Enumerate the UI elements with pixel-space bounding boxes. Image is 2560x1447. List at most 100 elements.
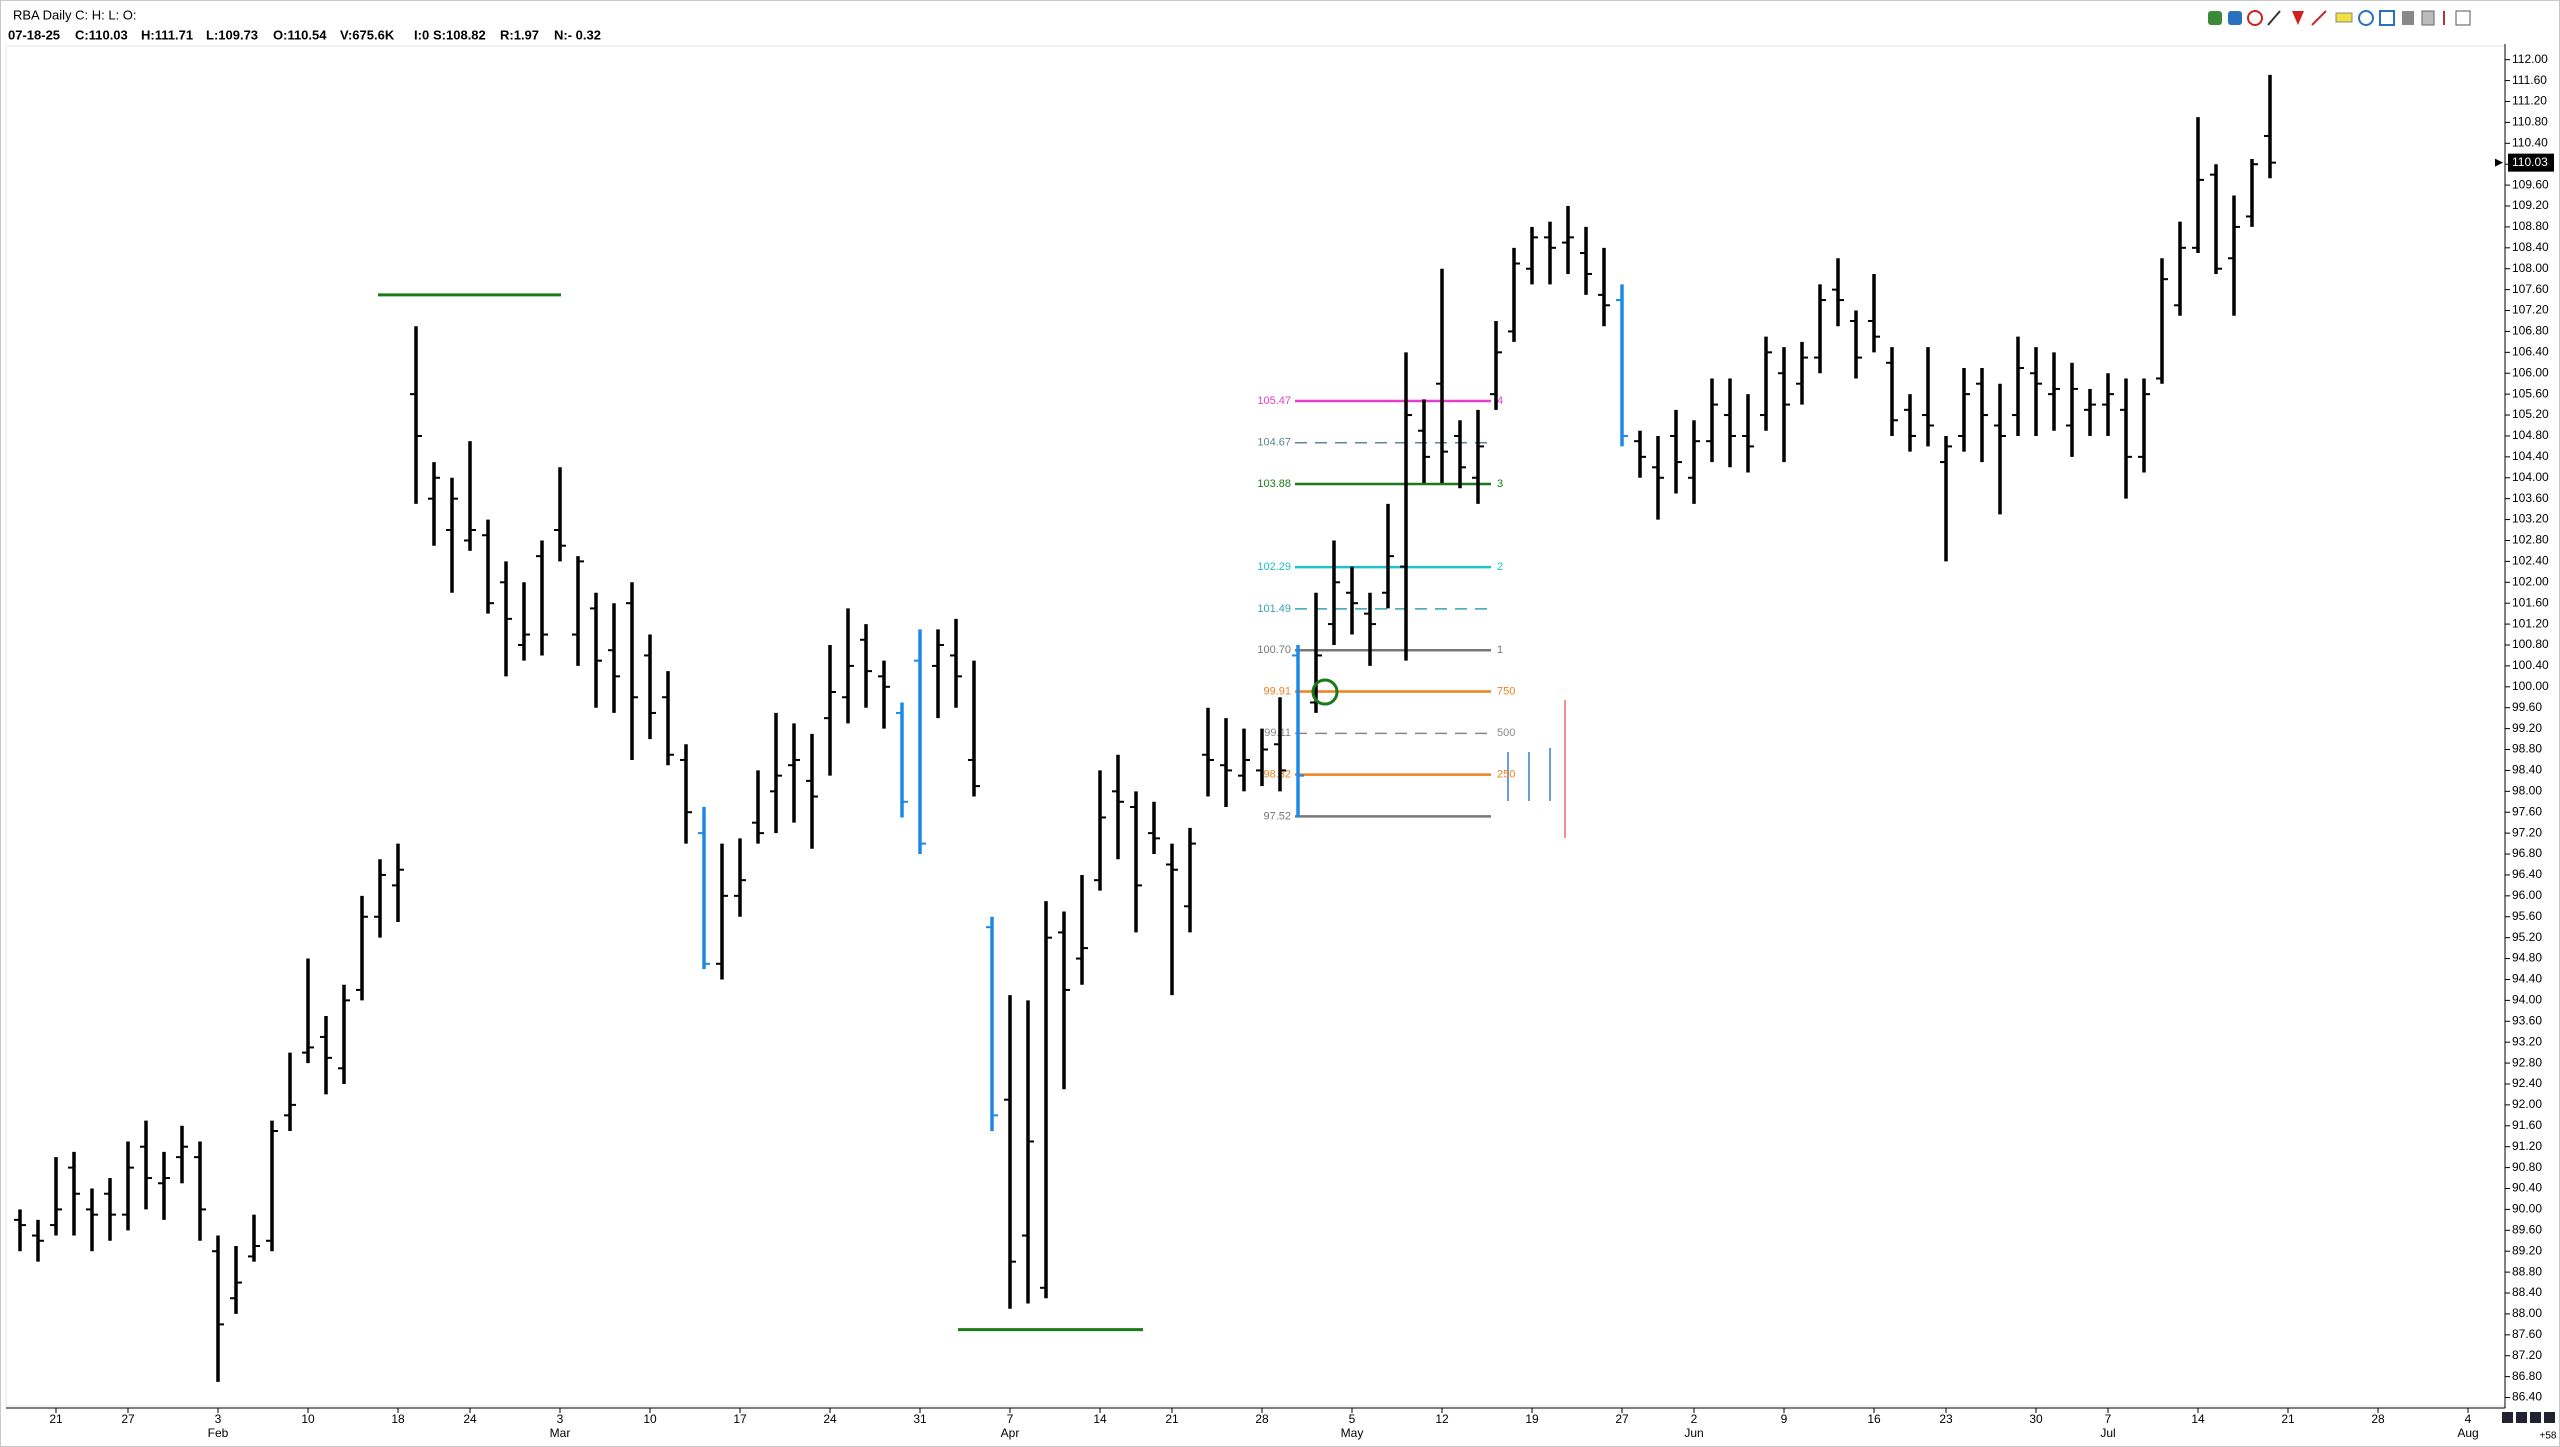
tool-icon[interactable] <box>2421 10 2435 26</box>
y-tick-label: 90.80 <box>2512 1160 2542 1174</box>
level-tag: 1 <box>1497 644 1503 656</box>
tool-icon[interactable] <box>2379 10 2395 26</box>
x-tick-label: 24 <box>823 1412 837 1426</box>
level-label: 102.29 <box>1257 561 1291 573</box>
last-price-box <box>2508 153 2554 172</box>
y-tick-label: 104.40 <box>2512 449 2549 463</box>
month-label: Aug <box>2457 1426 2478 1440</box>
header-stat: R:1.97 <box>500 27 539 42</box>
y-tick-label: 106.00 <box>2512 365 2549 379</box>
y-tick-label: 88.80 <box>2512 1264 2542 1278</box>
x-tick-label: 7 <box>1007 1412 1014 1426</box>
x-tick-label: 10 <box>643 1412 657 1426</box>
y-tick-label: 92.40 <box>2512 1076 2542 1090</box>
level-tag: 500 <box>1497 727 1515 739</box>
y-tick-label: 109.60 <box>2512 177 2549 191</box>
month-label: Jul <box>2100 1426 2115 1440</box>
y-tick-label: 108.80 <box>2512 219 2549 233</box>
y-tick-label: 104.80 <box>2512 428 2549 442</box>
tool-icon[interactable] <box>2311 10 2327 26</box>
x-tick-label: 31 <box>913 1412 927 1426</box>
x-tick-label: 21 <box>49 1412 63 1426</box>
tool-icon[interactable] <box>2402 11 2414 25</box>
y-tick-label: 96.80 <box>2512 846 2542 860</box>
y-tick-label: 96.00 <box>2512 888 2542 902</box>
y-tick-label: 92.00 <box>2512 1097 2542 1111</box>
y-tick-label: 95.60 <box>2512 909 2542 923</box>
x-tick-label: 14 <box>2191 1412 2205 1426</box>
scroll-button[interactable] <box>2516 1412 2527 1423</box>
tool-icon[interactable] <box>2358 10 2374 26</box>
y-tick-label: 108.40 <box>2512 240 2549 254</box>
y-tick-label: 100.40 <box>2512 658 2549 672</box>
x-tick-label: 5 <box>1349 1412 1356 1426</box>
y-tick-label: 108.00 <box>2512 261 2549 275</box>
scroll-button[interactable] <box>2544 1412 2555 1423</box>
tool-icon[interactable] <box>2208 11 2222 25</box>
y-tick-label: 111.60 <box>2512 73 2547 87</box>
toolbar <box>2208 10 2471 26</box>
y-tick-label: 107.20 <box>2512 303 2549 317</box>
y-tick-label: 91.60 <box>2512 1118 2542 1132</box>
circle-marker <box>1311 678 1339 706</box>
y-tick-label: 107.60 <box>2512 282 2549 296</box>
y-tick-label: 94.00 <box>2512 993 2542 1007</box>
last-price-label: 110.03 <box>2512 155 2548 169</box>
scroll-button[interactable] <box>2530 1412 2541 1423</box>
tool-icon[interactable] <box>2455 10 2471 26</box>
y-tick-label: 87.20 <box>2512 1348 2542 1362</box>
y-tick-label: 98.00 <box>2512 783 2542 797</box>
scroll-button[interactable] <box>2502 1412 2513 1423</box>
y-tick-label: 89.60 <box>2512 1222 2542 1236</box>
y-tick-label: 86.80 <box>2512 1369 2542 1383</box>
y-tick-label: 106.80 <box>2512 324 2549 338</box>
scroll-buttons <box>2502 1412 2555 1423</box>
x-tick-label: 12 <box>1435 1412 1449 1426</box>
y-tick-label: 99.20 <box>2512 721 2542 735</box>
tool-icon[interactable] <box>2247 10 2263 26</box>
x-tick-label: 27 <box>1615 1412 1629 1426</box>
level-label: 99.91 <box>1263 685 1291 697</box>
level-label: 98.32 <box>1263 769 1291 781</box>
swing-ticks <box>1507 700 1566 838</box>
y-tick-label: 87.60 <box>2512 1327 2542 1341</box>
y-tick-label: 102.80 <box>2512 533 2549 547</box>
y-tick-label: 86.40 <box>2512 1390 2542 1404</box>
x-tick-label: 2 <box>1691 1412 1698 1426</box>
header-stat: H:111.71 <box>141 27 193 42</box>
tool-icon[interactable] <box>2228 11 2242 25</box>
x-tick-label: 9 <box>1781 1412 1788 1426</box>
tool-icon[interactable] <box>2292 11 2304 25</box>
y-tick-label: 110.80 <box>2512 115 2548 129</box>
y-tick-label: 91.20 <box>2512 1139 2542 1153</box>
y-tick-label: 89.20 <box>2512 1243 2542 1257</box>
y-tick-label: 93.60 <box>2512 1013 2542 1027</box>
level-label: 103.88 <box>1257 478 1291 490</box>
x-tick-label: 23 <box>1939 1412 1953 1426</box>
month-label: Apr <box>1001 1426 1020 1440</box>
level-label: 97.52 <box>1263 810 1291 822</box>
y-tick-label: 98.40 <box>2512 763 2542 777</box>
y-tick-label: 94.40 <box>2512 972 2542 986</box>
header-stat: L:109.73 <box>206 27 258 42</box>
x-tick-label: 18 <box>391 1412 405 1426</box>
x-tick-label: 17 <box>733 1412 747 1426</box>
level-label: 105.47 <box>1257 395 1291 407</box>
level-tag: 250 <box>1497 769 1515 781</box>
y-tick-label: 102.40 <box>2512 554 2549 568</box>
x-tick-label: 10 <box>301 1412 315 1426</box>
header-stat: I:0 <box>414 27 429 42</box>
x-tick-label: 4 <box>2465 1412 2472 1426</box>
header-stat: 07-18-25 <box>8 27 60 42</box>
x-tick-label: 21 <box>2281 1412 2295 1426</box>
header-stat: S:108.82 <box>433 27 486 42</box>
header-stat: C:110.03 <box>75 27 128 42</box>
x-tick-label: 16 <box>1867 1412 1881 1426</box>
y-tick-label: 100.80 <box>2512 637 2549 651</box>
tool-icon[interactable] <box>2335 12 2353 23</box>
header-stat: N:- 0.32 <box>554 27 601 42</box>
tool-icon[interactable] <box>2267 10 2281 26</box>
x-tick-label: 28 <box>2371 1412 2385 1426</box>
y-tick-label: 100.00 <box>2512 679 2549 693</box>
